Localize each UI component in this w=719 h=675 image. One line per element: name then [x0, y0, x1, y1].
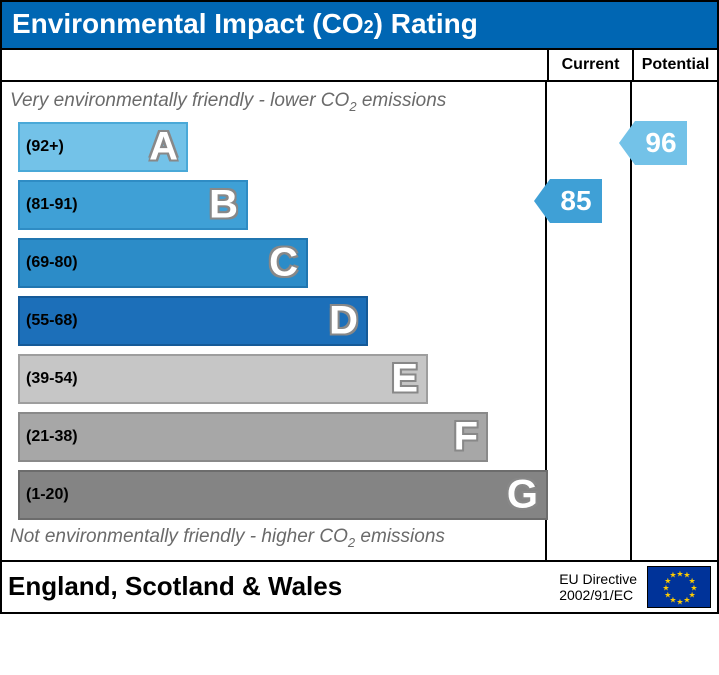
- potential-rating-marker: 96: [619, 121, 687, 165]
- bottom-note: Not environmentally friendly - higher CO…: [2, 524, 545, 554]
- header-current: Current: [547, 48, 632, 82]
- chart-title: Environmental Impact (CO2) Rating: [2, 2, 717, 48]
- band-d: (55-68) D: [18, 296, 368, 346]
- band-letter: C: [269, 240, 298, 285]
- band-range: (39-54): [20, 370, 78, 388]
- bands-column: Very environmentally friendly - lower CO…: [2, 82, 547, 560]
- eu-flag-icon: ★★★★★★★★★★★★: [647, 566, 711, 608]
- header-spacer: [2, 48, 547, 82]
- band-letter: D: [329, 298, 358, 343]
- marker-arrow-icon: [534, 179, 550, 223]
- band-b: (81-91) B: [18, 180, 248, 230]
- band-letter: F: [454, 414, 478, 459]
- rating-chart-container: Environmental Impact (CO2) Rating Curren…: [0, 0, 719, 614]
- eu-star-icon: ★: [669, 571, 676, 580]
- band-range: (21-38): [20, 428, 78, 446]
- current-rating-marker: 85: [534, 179, 602, 223]
- eu-star-icon: ★: [676, 597, 683, 606]
- eu-star-icon: ★: [683, 595, 690, 604]
- marker-value: 85: [550, 179, 602, 223]
- band-g: (1-20) G: [18, 470, 548, 520]
- band-letter: B: [209, 182, 238, 227]
- band-range: (1-20): [20, 486, 69, 504]
- eu-directive-label: EU Directive 2002/91/EC: [559, 571, 637, 603]
- region-label: England, Scotland & Wales: [8, 571, 549, 602]
- marker-arrow-icon: [619, 121, 635, 165]
- bands-stack: (92+) A (81-91) B (69-80) C (55-68) D (39-54) E (2…: [2, 118, 545, 524]
- band-range: (69-80): [20, 254, 78, 272]
- band-f: (21-38) F: [18, 412, 488, 462]
- band-letter: E: [391, 356, 418, 401]
- header-potential: Potential: [632, 48, 717, 82]
- band-e: (39-54) E: [18, 354, 428, 404]
- band-c: (69-80) C: [18, 238, 308, 288]
- band-range: (92+): [20, 138, 64, 156]
- band-letter: G: [507, 472, 538, 517]
- chart-footer: England, Scotland & Wales EU Directive 2…: [2, 560, 717, 612]
- band-a: (92+) A: [18, 122, 188, 172]
- band-range: (81-91): [20, 196, 78, 214]
- band-range: (55-68): [20, 312, 78, 330]
- band-letter: A: [149, 124, 178, 169]
- top-note: Very environmentally friendly - lower CO…: [2, 88, 545, 118]
- marker-value: 96: [635, 121, 687, 165]
- potential-column: 96: [632, 82, 717, 560]
